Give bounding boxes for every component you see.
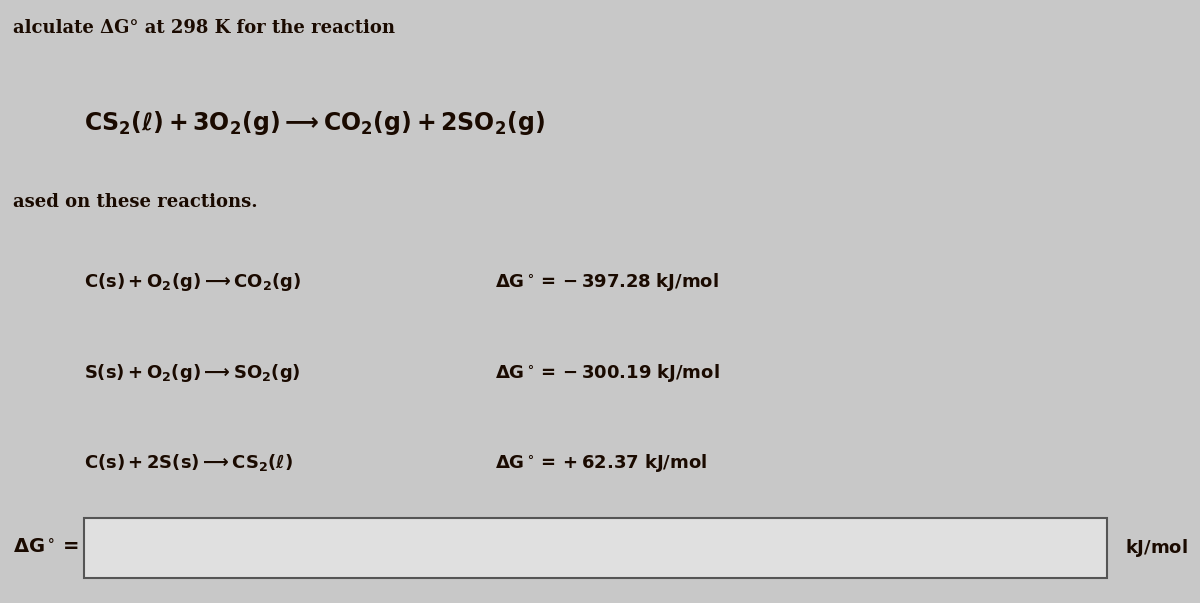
FancyBboxPatch shape	[84, 517, 1106, 578]
Text: $\mathbf{\Delta G^\circ = -397.28\ kJ/mol}$: $\mathbf{\Delta G^\circ = -397.28\ kJ/mo…	[496, 271, 719, 294]
Text: $\mathbf{kJ/mol}$: $\mathbf{kJ/mol}$	[1124, 537, 1188, 558]
Text: $\mathbf{\Delta G^\circ =}$: $\mathbf{\Delta G^\circ =}$	[13, 538, 79, 557]
Text: $\mathbf{C(s) + 2S(s) \longrightarrow CS_2(\ell)}$: $\mathbf{C(s) + 2S(s) \longrightarrow CS…	[84, 452, 293, 473]
Text: alculate ΔG° at 298 K for the reaction: alculate ΔG° at 298 K for the reaction	[13, 19, 395, 37]
Text: $\mathbf{\Delta G^\circ = +62.37\ kJ/mol}$: $\mathbf{\Delta G^\circ = +62.37\ kJ/mol…	[496, 452, 708, 473]
Text: $\mathbf{\Delta G^\circ = -300.19\ kJ/mol}$: $\mathbf{\Delta G^\circ = -300.19\ kJ/mo…	[496, 362, 720, 384]
Text: $\mathbf{CS_2(\ell) + 3O_2(g) \longrightarrow CO_2(g) + 2SO_2(g)}$: $\mathbf{CS_2(\ell) + 3O_2(g) \longright…	[84, 109, 545, 137]
Text: $\mathbf{S(s) + O_2(g) \longrightarrow SO_2(g)}$: $\mathbf{S(s) + O_2(g) \longrightarrow S…	[84, 362, 300, 384]
Text: $\mathbf{C(s) + O_2(g) \longrightarrow CO_2(g)}$: $\mathbf{C(s) + O_2(g) \longrightarrow C…	[84, 271, 301, 294]
Text: ased on these reactions.: ased on these reactions.	[13, 194, 258, 212]
